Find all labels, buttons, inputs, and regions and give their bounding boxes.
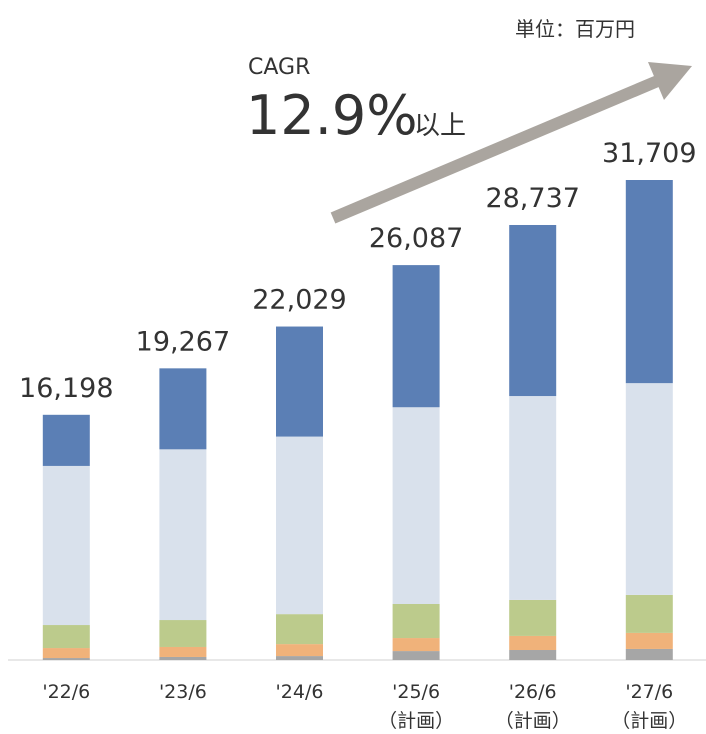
bar-segment [159,646,207,657]
x-tick-label: '24/6 [276,681,324,703]
x-tick-label: '22/6 [42,681,90,703]
bar-segment [42,465,90,626]
bar-segment [509,650,557,660]
bar-segment [392,638,440,652]
bar-segment [42,658,90,660]
bar-segment [509,599,557,636]
cagr-rate: 12.9% [246,84,418,147]
bar-segment [625,383,673,595]
bar-segment [159,656,207,660]
total-label: 28,737 [485,183,579,214]
bar-segment [276,436,323,615]
bar-segment [276,614,323,645]
x-tick-note: （計画） [378,710,454,732]
bar-segment [159,368,207,450]
x-tick-label: '26/6 [509,681,557,703]
bar-segment [159,449,207,621]
bar-segment [276,644,323,657]
bar-segment [42,648,90,659]
bar-segment [392,603,440,639]
bar-segment [625,180,673,384]
x-tick-label: '23/6 [159,681,207,703]
total-label: 26,087 [369,223,463,254]
bar-segment [276,656,323,660]
cagr-arrow [330,62,692,224]
total-label: 19,267 [136,326,230,357]
bar-segment [42,414,90,466]
unit-label: 単位：百万円 [515,17,635,41]
x-tick-label: '27/6 [625,681,673,703]
cagr-suffix: 以上 [414,111,466,141]
bar-segment [625,632,673,649]
total-label: 31,709 [602,138,696,169]
bar-segment [509,224,557,397]
bar-segment [276,326,323,437]
bar-segment [392,265,440,408]
bar-segment [392,407,440,604]
total-label: 16,198 [19,373,113,404]
x-tick-label: '25/6 [392,681,440,703]
total-label: 22,029 [252,285,346,316]
bar-segment [509,396,557,600]
x-tick-note: （計画） [495,710,571,732]
bar-segment [392,651,440,660]
x-tick-note: （計画） [611,710,687,732]
bar-segment [625,648,673,660]
bar-segment [509,635,557,651]
bar-segment [42,625,90,649]
bar-segment [159,620,207,647]
cagr-label: CAGR [248,55,310,80]
bar-segment [625,594,673,633]
